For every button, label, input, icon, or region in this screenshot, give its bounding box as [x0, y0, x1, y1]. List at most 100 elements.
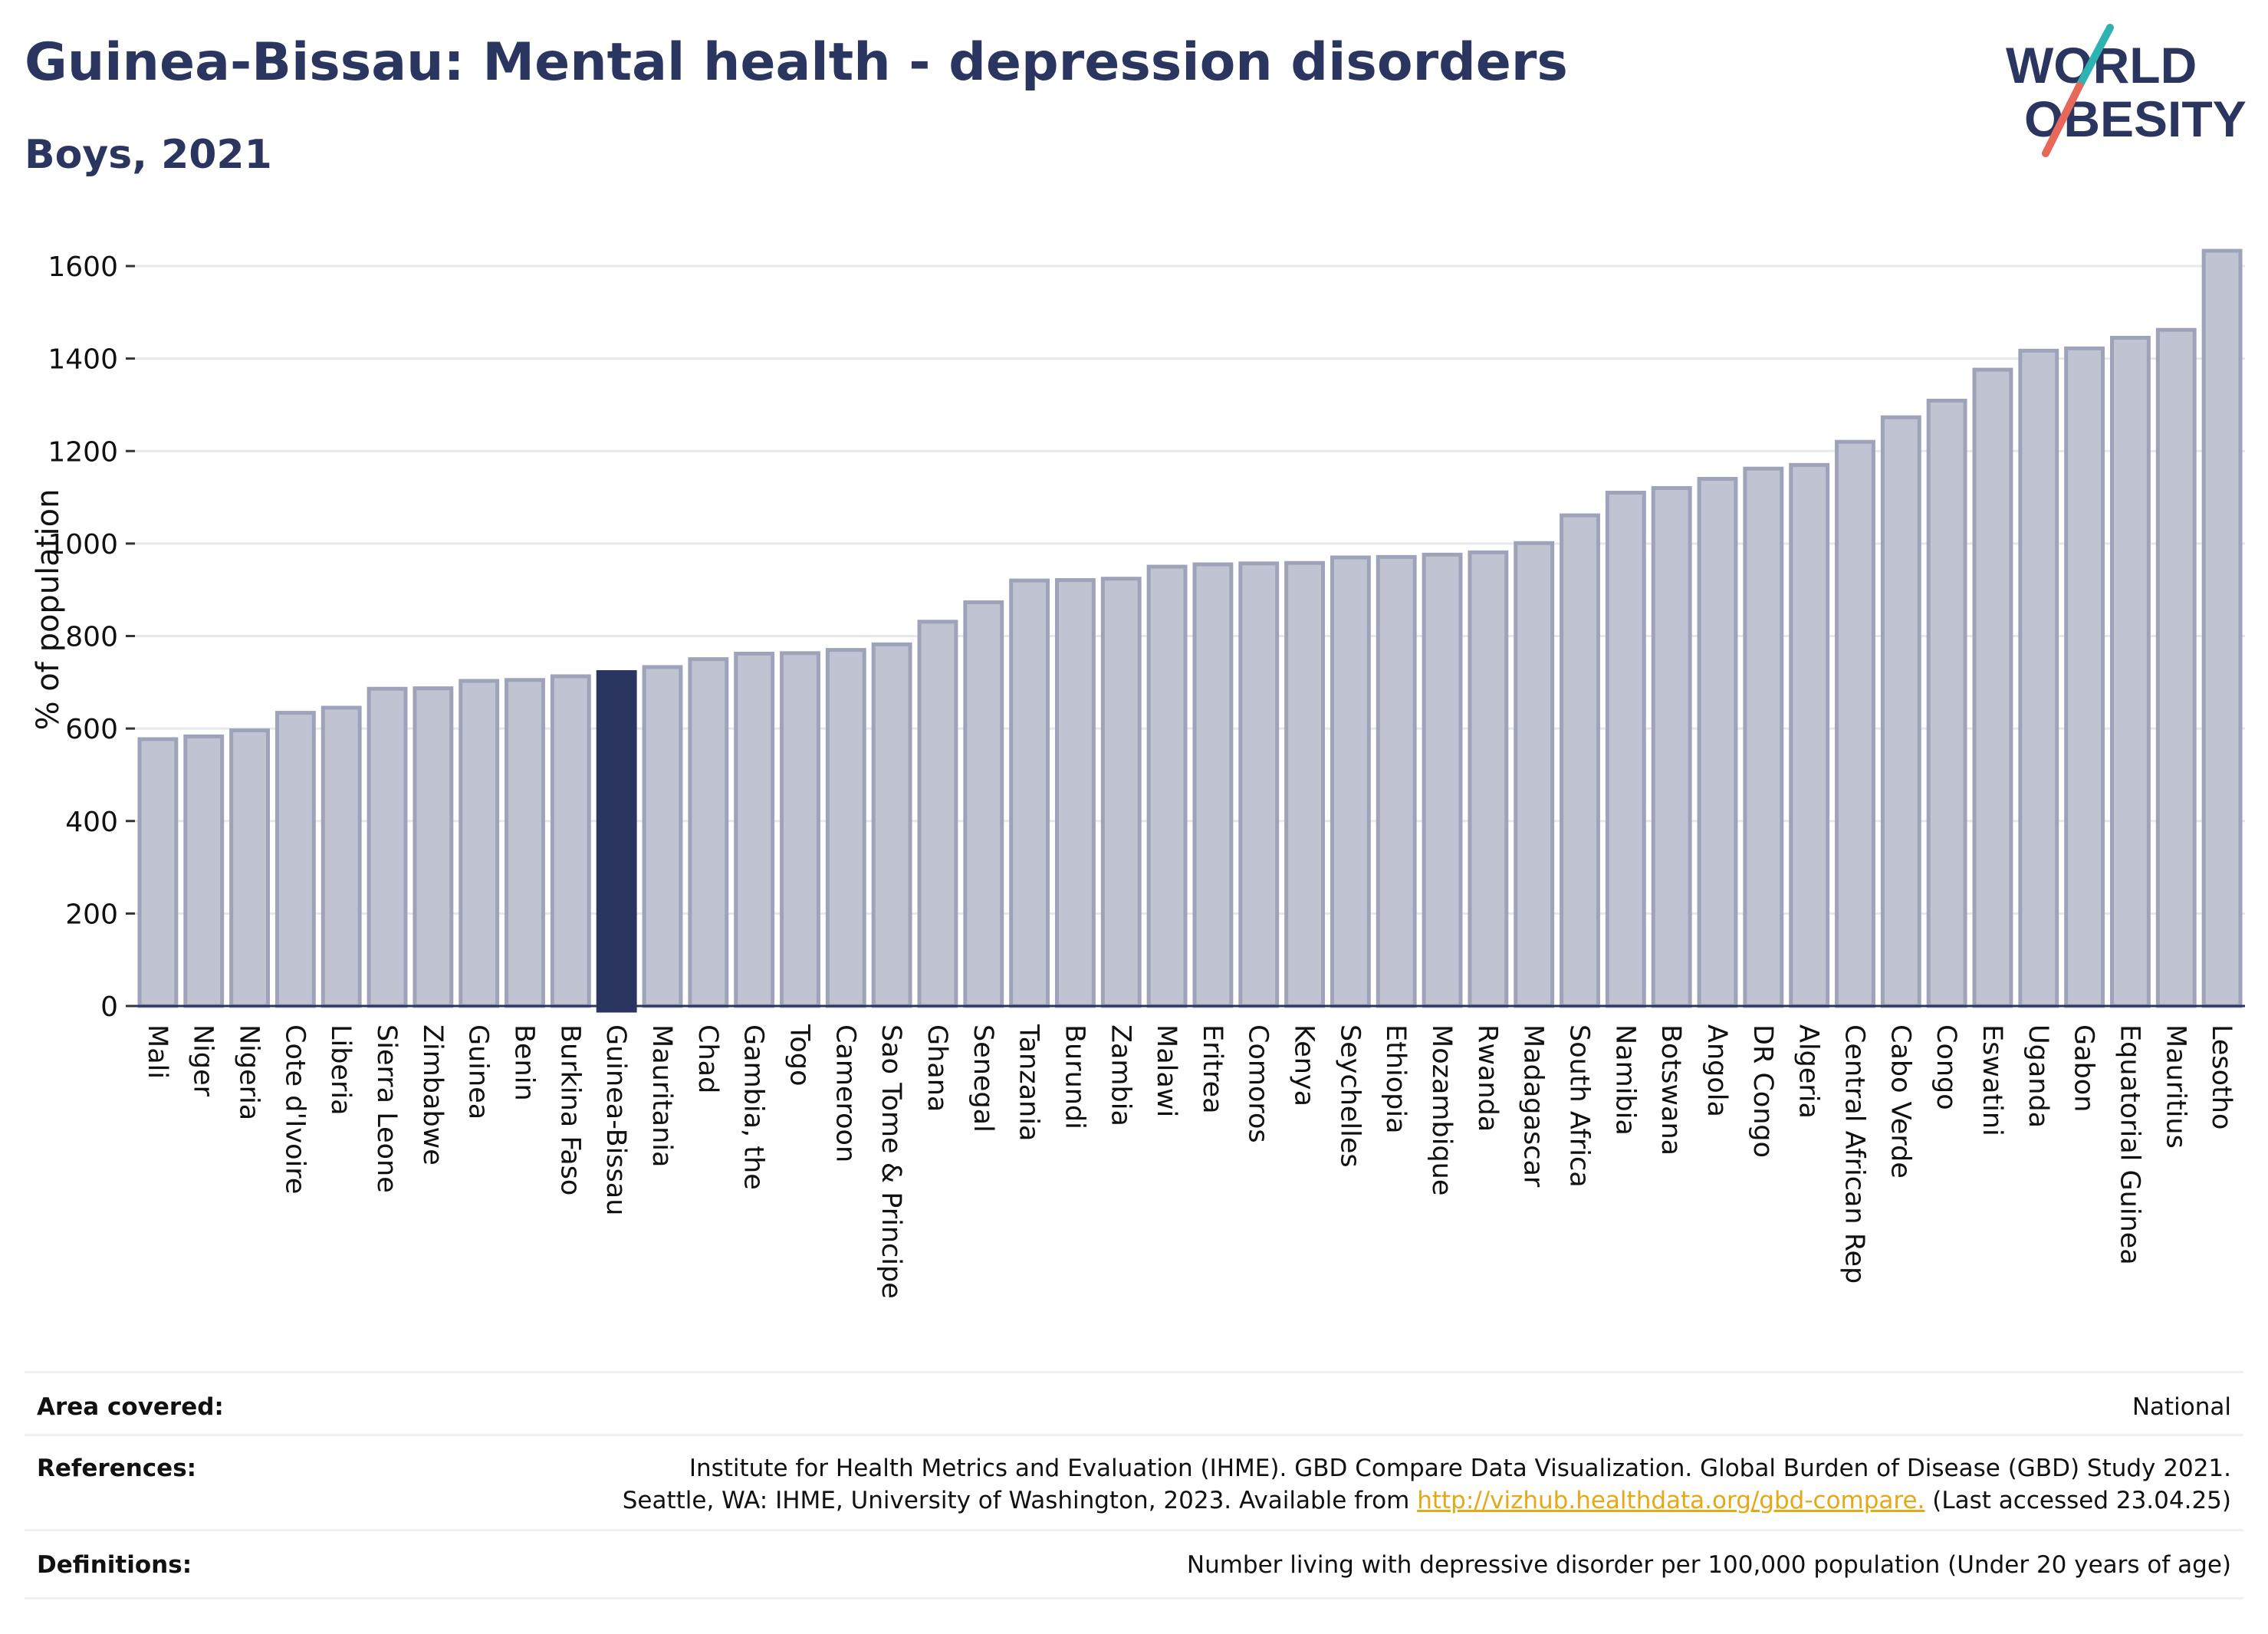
references-link[interactable]: http://vizhub.healthdata.org/gbd-compare… — [1417, 1487, 1925, 1514]
x-tick-label: Senegal — [968, 1024, 998, 1133]
bar-benin — [505, 678, 545, 1008]
page-subtitle: Boys, 2021 — [25, 132, 272, 178]
x-tick-label: Uganda — [2023, 1024, 2053, 1128]
logo-slash-teal — [2076, 24, 2114, 90]
y-axis-label: % of population — [31, 489, 66, 731]
bar-uganda — [2018, 348, 2059, 1008]
y-tick-label: 0 — [100, 991, 118, 1023]
x-tick-label: Zambia — [1105, 1024, 1136, 1126]
bar-cote-d-ivoire — [274, 711, 316, 1008]
bar-ethiopia — [1376, 554, 1417, 1008]
bar-mozambique — [1422, 552, 1463, 1008]
x-tick-label: Burkina Faso — [554, 1024, 585, 1195]
bar-eswatini — [1972, 367, 2013, 1008]
references-suffix: (Last accessed 23.04.25) — [1932, 1487, 2231, 1514]
bar-togo — [780, 651, 820, 1008]
bar-burkina-faso — [550, 674, 591, 1008]
x-tick-label: Central African Rep — [1839, 1024, 1869, 1284]
bar-burundi — [1055, 578, 1096, 1008]
bar-sierra-leone — [366, 686, 408, 1008]
x-tick-label: Benin — [509, 1024, 540, 1101]
x-tick-label: Equatorial Guinea — [2114, 1024, 2145, 1265]
x-tick-label: Lesotho — [2206, 1024, 2237, 1129]
bar-congo — [1926, 399, 1967, 1008]
x-tick-label: Eswatini — [1977, 1024, 2007, 1136]
bar-niger — [183, 734, 225, 1008]
area-covered-label: Area covered: — [37, 1393, 224, 1421]
logo-slash-coral — [2042, 82, 2083, 157]
x-tick-label: Liberia — [325, 1024, 356, 1116]
bar-kenya — [1284, 561, 1325, 1008]
references-line-2: Seattle, WA: IHME, University of Washing… — [623, 1487, 2231, 1514]
y-tick-label: 400 — [65, 807, 118, 838]
x-tick-label: Mali — [142, 1024, 173, 1079]
bar-malawi — [1146, 564, 1188, 1008]
bar-madagascar — [1514, 541, 1555, 1008]
x-tick-label: Burundi — [1059, 1024, 1090, 1129]
bar-senegal — [963, 600, 1004, 1008]
x-tick-label: Mauritania — [646, 1024, 677, 1167]
bar-equatorial-guinea — [2110, 335, 2151, 1008]
area-covered-value: National — [2132, 1393, 2231, 1421]
bar-comoros — [1238, 561, 1280, 1008]
bar-angola — [1697, 476, 1738, 1008]
x-tick-label: DR Congo — [1747, 1024, 1778, 1158]
bar-liberia — [320, 705, 362, 1008]
x-tick-label: Congo — [1931, 1024, 1961, 1110]
bar-seychelles — [1330, 555, 1371, 1008]
bar-lesotho — [2201, 248, 2243, 1008]
x-tick-label: South Africa — [1564, 1024, 1595, 1188]
bar-mauritius — [2155, 327, 2197, 1008]
bar-mali — [137, 737, 179, 1008]
bar-zambia — [1100, 577, 1142, 1008]
bar-mauritania — [642, 665, 683, 1008]
x-tick-label: Ethiopia — [1380, 1024, 1411, 1134]
x-tick-label: Tanzania — [1014, 1024, 1044, 1141]
world-obesity-logo: WORLD OBESITY — [2006, 24, 2247, 157]
bar-guinea — [459, 679, 500, 1008]
y-tick-label: 1400 — [48, 344, 118, 376]
x-tick-label: Sierra Leone — [371, 1024, 402, 1193]
bar-guinea-bissau — [596, 670, 637, 1013]
y-tick-label: 800 — [65, 622, 118, 653]
references-label: References: — [37, 1455, 197, 1482]
bar-chad — [688, 657, 729, 1008]
x-tick-label: Namibia — [1609, 1024, 1640, 1136]
x-tick-label: Gambia, the — [738, 1024, 769, 1190]
definitions-value: Number living with depressive disorder p… — [1186, 1551, 2231, 1579]
y-tick-labels: 0 200 400 600 800 1000 1200 1400 1600 — [48, 252, 135, 1023]
x-tick-label: Zimbabwe — [417, 1024, 448, 1165]
bar-gabon — [2064, 346, 2105, 1008]
page-title: Guinea-Bissau: Mental health - depressio… — [25, 32, 1568, 93]
bar-cameroon — [825, 648, 866, 1008]
bar-central-african-rep — [1835, 439, 1875, 1008]
bar-sao-tome-principe — [871, 642, 912, 1008]
y-tick-label: 200 — [65, 899, 118, 930]
bar-gambia-the — [734, 651, 775, 1008]
x-tick-label: Botswana — [1655, 1024, 1686, 1156]
x-tick-label: Angola — [1701, 1024, 1732, 1117]
references-value: Institute for Health Metrics and Evaluat… — [623, 1455, 2231, 1514]
x-tick-label: Gabon — [2069, 1024, 2099, 1112]
bar-tanzania — [1009, 578, 1050, 1008]
x-tick-label: Algeria — [1793, 1024, 1824, 1119]
y-tick-label: 1600 — [48, 252, 118, 283]
x-tick-label: Chad — [692, 1024, 723, 1093]
bar-chart: 0 200 400 600 800 1000 1200 1400 1600 Mali Niger N… — [31, 248, 2245, 1299]
footer-row-references: References: Institute for Health Metrics… — [25, 1434, 2243, 1531]
x-tick-label: Ghana — [922, 1024, 952, 1112]
x-tick-label: Guinea-Bissau — [600, 1024, 631, 1215]
y-tick-label: 1200 — [48, 436, 118, 468]
x-tick-label: Madagascar — [1518, 1024, 1549, 1188]
references-line-2-prefix: Seattle, WA: IHME, University of Washing… — [622, 1487, 1410, 1514]
bar-cabo-verde — [1880, 415, 1921, 1008]
x-tick-label: Mozambique — [1426, 1024, 1457, 1195]
bars — [135, 248, 2245, 1013]
bar-eritrea — [1192, 562, 1234, 1008]
y-tick-label: 1000 — [48, 529, 118, 561]
bar-nigeria — [229, 728, 270, 1008]
x-tick-label: Comoros — [1243, 1024, 1274, 1143]
bar-algeria — [1789, 462, 1830, 1008]
bar-namibia — [1605, 491, 1646, 1008]
x-tick-labels: Mali Niger Nigeria Cote d'Ivoire Liberia Sier… — [142, 1024, 2237, 1299]
